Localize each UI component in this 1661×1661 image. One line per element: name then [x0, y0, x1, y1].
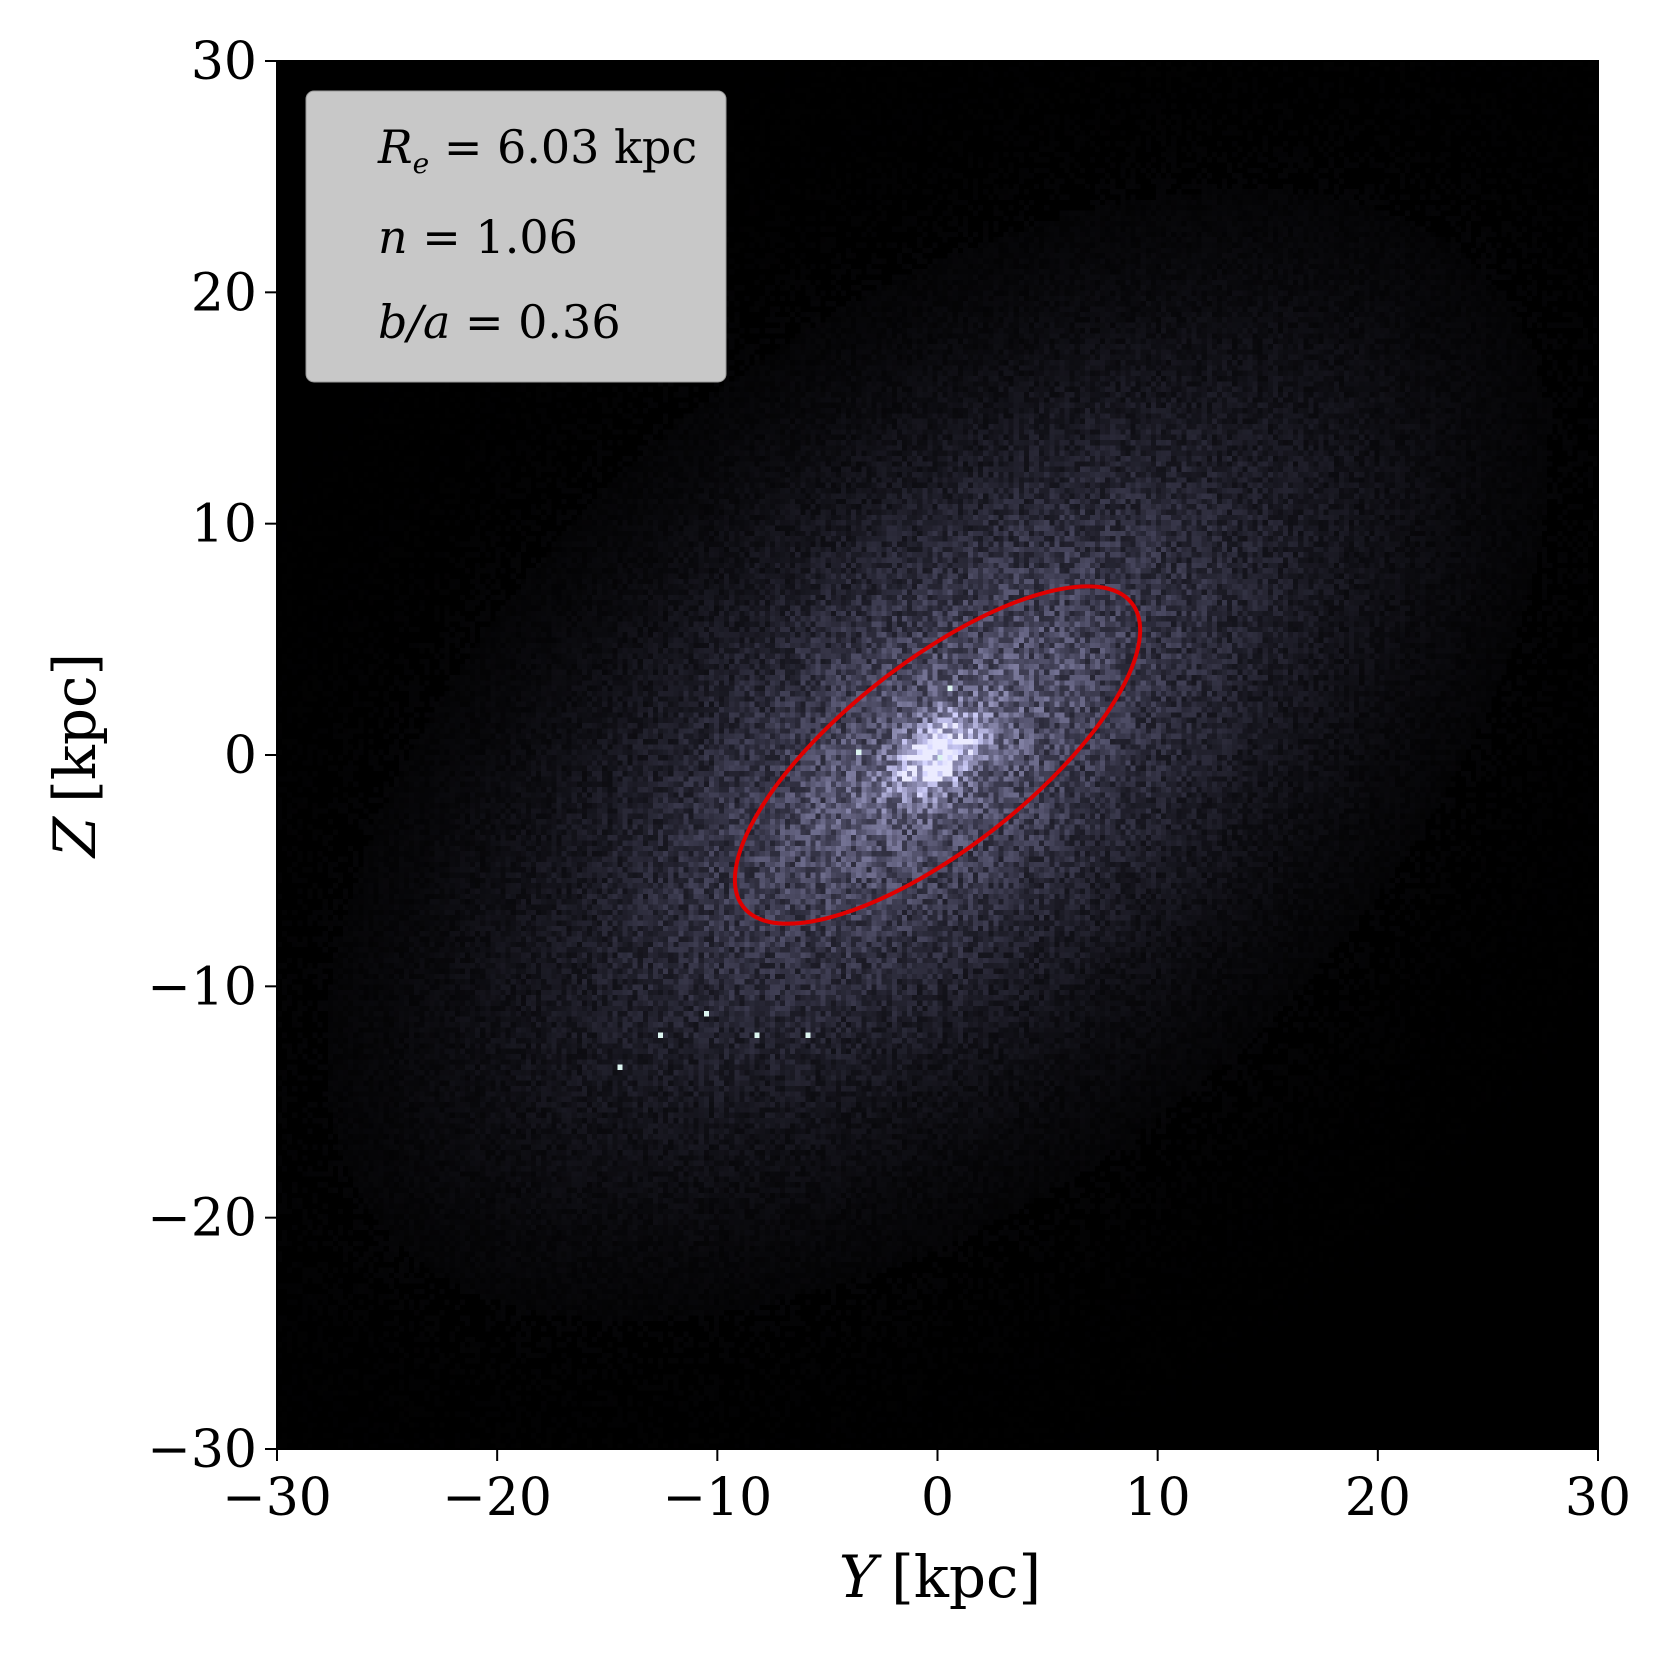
y-tick-label: −30: [147, 1420, 257, 1480]
y-tick-label: 30: [191, 32, 257, 92]
x-tick-label: 0: [921, 1468, 954, 1528]
fit-parameters-box: Re = 6.03 kpc n = 1.06 b/a = 0.36: [305, 90, 727, 383]
annotation-effective-radius: Re = 6.03 kpc: [377, 120, 697, 180]
x-tick-label: 10: [1125, 1468, 1191, 1528]
y-axis-ticks: −30 −20 −10 0 10 20 30: [147, 32, 277, 1480]
y-tick-label: 10: [191, 495, 257, 555]
effective-radius-ellipse: [732, 584, 1143, 926]
y-tick-label: 0: [224, 726, 257, 786]
x-tick-label: −20: [442, 1468, 552, 1528]
y-tick-label: 20: [191, 263, 257, 323]
x-axis-label: Y [kpc]: [839, 1543, 1041, 1611]
y-tick-label: −10: [147, 957, 257, 1017]
x-tick-label: −10: [662, 1468, 772, 1528]
annotation-axis-ratio: b/a = 0.36: [378, 295, 621, 349]
x-tick-label: −30: [222, 1468, 332, 1528]
x-tick-label: 30: [1565, 1468, 1631, 1528]
x-tick-label: 20: [1345, 1468, 1411, 1528]
annotation-background: [305, 90, 727, 383]
annotation-sersic-index: n = 1.06: [378, 210, 578, 264]
y-tick-label: −20: [147, 1189, 257, 1249]
x-axis-ticks: −30 −20 −10 0 10 20 30: [222, 1449, 1631, 1528]
y-axis-label: Z[kpc]: [41, 653, 109, 859]
